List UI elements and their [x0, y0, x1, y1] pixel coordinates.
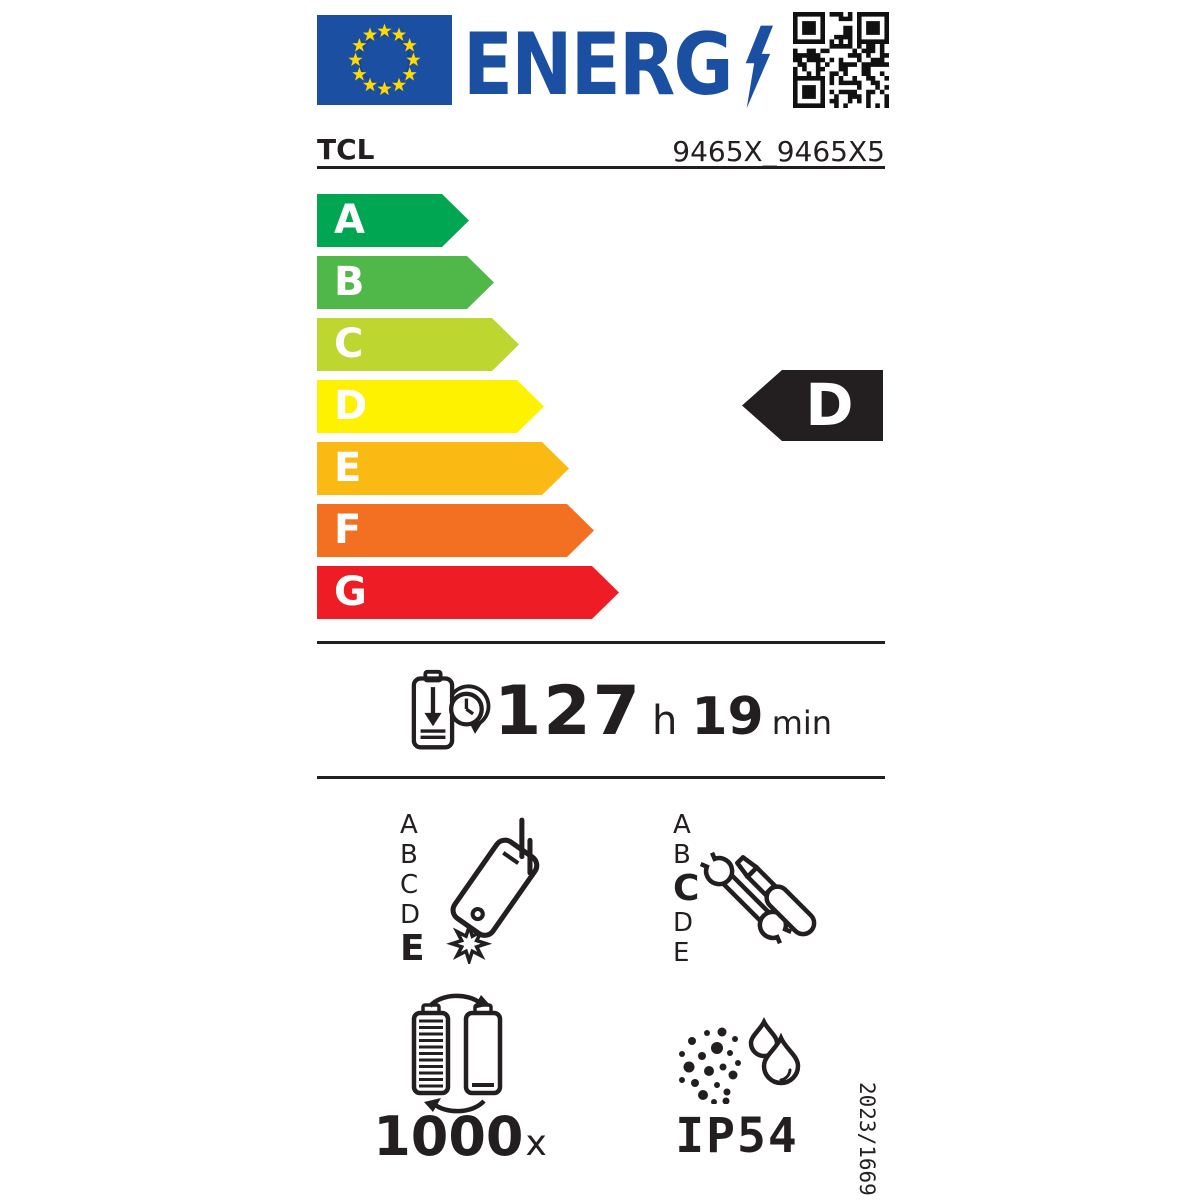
battery-endurance-value: 1000 x: [373, 1105, 547, 1168]
class-arrow-c: C: [317, 318, 519, 371]
regulation-number: 2023/1669: [855, 1082, 879, 1196]
cycle-count: 1000: [373, 1105, 524, 1168]
class-arrow-g: G: [317, 566, 619, 619]
scale-letter: A: [400, 810, 418, 840]
divider: [317, 166, 885, 169]
class-letter: E: [334, 445, 362, 491]
cycle-unit: x: [525, 1123, 547, 1164]
dust-water-icon: [679, 1016, 801, 1104]
brand-name: TCL: [317, 133, 375, 166]
energy-logo-text: ENERG: [463, 15, 734, 115]
qr-code: [793, 12, 889, 108]
rated-class-letter: D: [805, 371, 854, 439]
battery-clock-icon: [411, 669, 491, 750]
scale-letter: D: [400, 900, 421, 930]
divider: [317, 776, 885, 779]
scale-letter: E: [673, 938, 690, 968]
battery-hours: 127: [494, 672, 642, 751]
minutes-unit: min: [771, 704, 833, 742]
lightning-bolt-icon: [745, 25, 773, 109]
scale-letter: B: [673, 840, 691, 870]
battery-life-value: 127 h 19 min: [494, 672, 832, 751]
scale-letter: C: [673, 868, 700, 909]
scale-letter: D: [673, 908, 694, 938]
class-letter: G: [334, 569, 367, 615]
class-arrow-e: E: [317, 442, 569, 495]
drop-resistance-scale: A B C D E: [400, 810, 440, 968]
class-letter: D: [334, 383, 368, 429]
class-arrow-f: F: [317, 504, 594, 557]
battery-minutes: 19: [691, 687, 764, 747]
model-number: 9465X_9465X5: [672, 135, 885, 168]
scale-letter: C: [400, 870, 419, 900]
class-letter: C: [334, 321, 364, 367]
class-letter: A: [334, 197, 365, 243]
class-arrow-a: A: [317, 194, 469, 247]
scale-letter: B: [400, 840, 418, 870]
class-arrow-d: D: [317, 380, 544, 433]
scale-letter: E: [400, 928, 425, 969]
class-letter: B: [334, 259, 365, 305]
class-letter: F: [334, 507, 362, 553]
ip-rating: IP54: [675, 1108, 799, 1164]
rated-class-indicator: D: [742, 370, 883, 441]
divider: [317, 641, 885, 644]
tools-icon: [700, 851, 817, 945]
hours-unit: h: [651, 698, 678, 744]
eu-flag-icon: [317, 15, 452, 105]
phone-drop-icon: [446, 817, 540, 964]
scale-letter: A: [673, 810, 691, 840]
battery-cycle-icon: [411, 993, 503, 1114]
repairability-scale: A B C D E: [673, 810, 713, 968]
class-arrow-b: B: [317, 256, 494, 309]
